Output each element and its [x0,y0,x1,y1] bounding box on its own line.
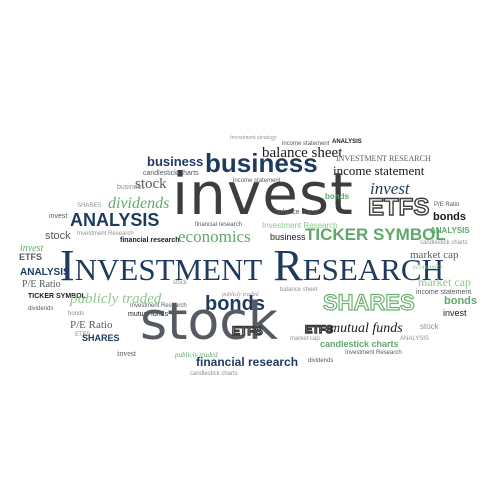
word-pe-ratio-left: P/E Ratio [22,279,61,290]
word-business-med: business [147,154,204,169]
word-business-big: business [205,148,318,178]
word-candlestick-charts-top: candlestick charts [143,170,199,177]
word-invest-huge: invest [172,160,354,228]
word-etfs-big: ETFS [367,194,430,221]
word-stock-bottom-right: stock [420,322,439,331]
word-business-tiny: business [117,184,145,191]
word-analysis-tiny-right: ANALYSIS [400,336,429,342]
word-income-statement: income statement [333,163,425,178]
word-financial-research-tiny: financial research [195,222,243,228]
word-mutual-funds-small: mutual funds [128,311,169,318]
word-market-cap: market cap [410,249,459,261]
word-pe-ratio-tiny: P/E Ratio [434,202,460,208]
word-invest-left: invest [20,243,44,254]
word-invest-right: invest [370,179,410,198]
word-dividends-left: dividends [28,306,54,312]
word-business-mid: business [270,232,306,242]
word-analysis-big: ANALYSIS [70,210,160,230]
word-ticker-symbol-left: TICKER SYMBOL [28,293,86,300]
word-investment-research-left: Investment Research [77,231,134,237]
word-investment-research-small: INVESTMENT RESEARCH [336,154,431,163]
word-analysis-right: ANALYSIS [430,226,470,235]
word-bonds-mid: bonds [205,293,265,315]
word-economics: economics [178,227,251,246]
word-etfs-tiny: ETFS [75,332,91,338]
word-stock-mid-tiny: stock [173,280,188,286]
word-shares-tiny: SHARES [77,203,102,209]
word-etfs-left: ETFS [19,252,43,262]
word-candlestick-charts-bottom: candlestick charts [190,371,238,377]
word-financial-research-bottom: financial research [196,355,299,369]
word-bonds-green: bonds [444,295,477,307]
word-investment-research-mid: Investment Research [262,221,338,230]
word-income-statement-top: income statement [282,141,330,147]
word-balance-sheet-top: balance sheet [262,145,343,161]
word-bonds-small-left: bonds [325,192,349,201]
word-publicly-traded-tiny: publicly traded [222,292,259,298]
word-investment-research-huge: Investment Research [60,241,444,290]
word-income-statement-right: income statement [416,289,472,296]
word-bonds-right: bonds [433,211,466,223]
word-investment-strategy: investment strategy [230,135,277,141]
word-shares-left: SHARES [82,333,120,343]
word-candlestick-right: candlestick charts [420,240,468,246]
word-invest-left-tiny: invest [49,213,68,220]
word-pe-ratio: P/E Ratio [70,319,113,331]
word-ticker-symbol-big: TICKER SYMBOL [305,225,446,244]
word-balance-sheet-mid: balance sheet [275,209,319,216]
word-dividends-green: dividends [108,195,170,212]
word-investment-research-bottom: Investment Research [345,350,402,356]
word-balance-sheet-tiny: balance sheet [280,287,318,293]
word-stock-top: stock [135,176,167,192]
word-invest-bottom: invest [117,349,137,358]
word-analysis-top: ANALYSIS [332,139,362,145]
word-financial-research-left: financial research [120,237,180,244]
word-etfs-mid2: ETFS [304,324,334,336]
word-economics-right: economics [413,263,443,271]
word-market-cap-tiny: market cap [290,336,320,342]
word-publicly-traded: publicly traded [70,291,162,307]
word-publicly-traded-bottom: publicly traded [175,351,218,359]
word-income-statement-mid: income statement [233,178,281,184]
word-analysis-left: ANALYSIS [20,267,70,278]
word-invest-small-right: invest [443,308,467,318]
word-stock-left: stock [45,230,71,242]
word-market-cap-right: market cap [418,275,471,289]
word-investment-research-tiny2: Investment Research [130,303,187,309]
word-candlestick-charts: candlestick charts [320,339,399,349]
word-mutual-funds-mid: mutual funds [330,321,403,336]
word-shares-big: SHARES [322,290,415,315]
word-etfs-mid: ETFS [231,324,263,338]
word-bonds-tiny-left: bonds [68,311,85,317]
word-dividends-bottom: dividends [308,358,334,364]
word-stock-huge: stock [140,292,278,352]
